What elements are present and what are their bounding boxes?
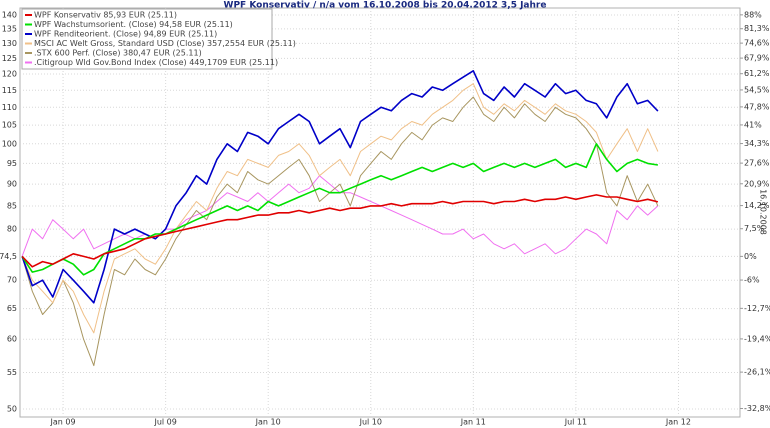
y-tick-label: 60 — [7, 335, 17, 344]
y-tick-label: 50 — [7, 405, 17, 414]
y-tick-label: 105 — [2, 121, 17, 130]
legend-label: WPF Konservativ 85,93 EUR (25.11) — [34, 11, 177, 20]
y-tick-label: 110 — [2, 103, 17, 112]
y2-tick-label: -32,8% — [744, 404, 770, 413]
y-tick-label: 140 — [2, 11, 17, 20]
x-tick-label: Jan 09 — [50, 418, 76, 427]
x-tick-label: Jan 11 — [460, 418, 486, 427]
y2-tick-label: 41% — [744, 120, 762, 129]
y-tick-label: 120 — [2, 69, 17, 78]
series-line — [21, 83, 659, 334]
legend-box — [21, 8, 273, 70]
legend-label: WPF Wachstumsorient. (Close) 94,58 EUR (… — [34, 20, 233, 29]
y-tick-label: 125 — [2, 54, 17, 63]
legend-label: .STX 600 Perf. (Close) 380,47 EUR (25.11… — [34, 49, 202, 58]
y2-tick-label: 7,5% — [744, 224, 765, 233]
y2-tick-label: -6% — [744, 276, 760, 285]
y-tick-label: 65 — [7, 304, 17, 313]
y2-axis-label: 16.10.2008 — [759, 189, 768, 235]
y2-tick-label: -26,1% — [744, 368, 770, 377]
x-tick-label: Jan 12 — [665, 418, 691, 427]
y2-tick-label: 34,3% — [744, 139, 770, 148]
legend-label: MSCI AC Welt Gross, Standard USD (Close)… — [34, 39, 296, 48]
x-tick-label: Jul 11 — [564, 418, 587, 427]
y2-tick-label: 88% — [744, 10, 762, 19]
y-tick-label: 74,5 — [0, 252, 17, 261]
y-tick-label: 115 — [2, 86, 17, 95]
chart-title: WPF Konservativ / n/a vom 16.10.2008 bis… — [224, 1, 547, 11]
y2-tick-label: 27,6% — [744, 159, 770, 168]
y-tick-label: 90 — [7, 180, 17, 189]
x-tick-label: Jul 09 — [153, 418, 176, 427]
legend-label: WPF Renditeorient. (Close) 94,89 EUR (25… — [34, 30, 217, 39]
x-tick-label: Jan 10 — [255, 418, 281, 427]
series-line — [21, 194, 659, 268]
y-tick-label: 100 — [2, 139, 17, 148]
y-tick-label: 130 — [2, 39, 17, 48]
y2-tick-label: 20,9% — [744, 179, 770, 188]
y2-tick-label: -19,4% — [744, 334, 770, 343]
y2-tick-label: 0% — [744, 252, 757, 261]
y2-tick-label: 67,9% — [744, 54, 770, 63]
x-tick-label: Jul 10 — [359, 418, 382, 427]
series-line — [21, 143, 659, 276]
y2-tick-label: 61,2% — [744, 69, 770, 78]
y-tick-label: 135 — [2, 24, 17, 33]
y2-tick-label: -12,7% — [744, 304, 770, 313]
y-tick-label: 95 — [7, 159, 17, 168]
y2-tick-label: 47,8% — [744, 102, 770, 111]
series-line — [21, 96, 659, 367]
series-line — [21, 70, 659, 304]
y2-tick-label: 81,3% — [744, 24, 770, 33]
y-tick-label: 70 — [7, 276, 17, 285]
y2-tick-label: 54,5% — [744, 85, 770, 94]
y-tick-label: 55 — [7, 368, 17, 377]
legend-label: .Citigroup Wld Gov.Bond Index (Close) 44… — [34, 58, 278, 67]
y-tick-label: 80 — [7, 225, 17, 234]
y-tick-label: 85 — [7, 201, 17, 210]
y2-tick-label: 74,6% — [744, 39, 770, 48]
y2-tick-label: 14,2% — [744, 201, 770, 210]
plot-area — [19, 7, 741, 418]
